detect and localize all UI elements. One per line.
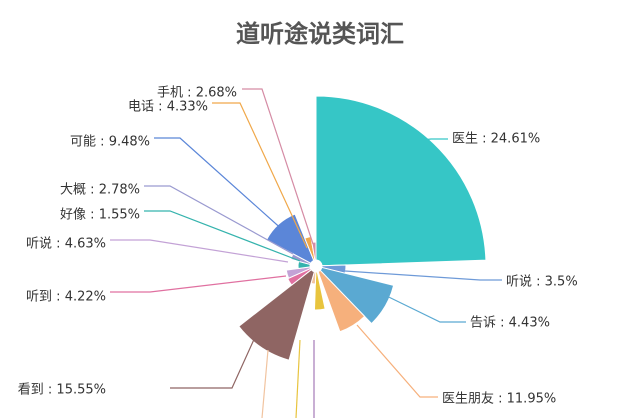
leader-line-7 xyxy=(170,334,257,389)
slice-label-7: 看到 : 15.55% xyxy=(18,382,106,398)
slice-label-8: 听到 : 4.22% xyxy=(26,290,106,305)
slice-label-11: 大概 : 2.78% xyxy=(60,183,140,198)
leader-line-1 xyxy=(344,270,502,281)
leader-line-9 xyxy=(110,239,289,263)
slices-group xyxy=(238,95,487,361)
slice-label-13: 电话 : 4.33% xyxy=(128,100,208,115)
slice-听说-9 xyxy=(285,266,312,279)
chart-title: 道听途说类词汇 xyxy=(236,20,404,48)
slice-label-2: 告诉 : 4.43% xyxy=(470,316,550,331)
slice-label-12: 可能 : 9.48% xyxy=(70,135,150,150)
bottom-leader-1 xyxy=(295,339,301,418)
slice-label-0: 医生 : 24.61% xyxy=(452,132,540,147)
leader-line-11 xyxy=(144,185,294,255)
leader-line-0 xyxy=(396,138,448,144)
slice-医生朋友-3 xyxy=(317,269,366,333)
slice-label-9: 听说 : 4.63% xyxy=(26,237,106,252)
leader-line-8 xyxy=(110,275,287,293)
slice-看到-7 xyxy=(238,268,315,361)
leader-line-14 xyxy=(242,88,314,245)
slice-label-10: 好像 : 1.55% xyxy=(60,208,140,223)
slice-unlabeled-5 xyxy=(313,271,326,311)
slice-label-3: 医生朋友 : 11.95% xyxy=(442,391,556,407)
slice-label-14: 手机 : 2.68% xyxy=(157,86,237,101)
labels-group: 医生 : 24.61% 听说 : 3.5% 告诉 : 4.43% 医生朋友 : 11.… xyxy=(18,86,578,407)
slice-告诉-2 xyxy=(319,266,395,325)
slice-医生-0 xyxy=(315,95,487,267)
leader-line-2 xyxy=(359,282,466,323)
leader-lines-group xyxy=(110,88,502,418)
leader-line-12 xyxy=(154,137,286,233)
leader-line-3 xyxy=(356,324,438,398)
leader-line-10 xyxy=(144,210,301,262)
leader-line-13 xyxy=(212,102,308,249)
bottom-leader-0 xyxy=(261,349,269,418)
slice-听到-8 xyxy=(287,267,312,286)
slice-label-1: 听说 : 3.5% xyxy=(506,275,578,290)
